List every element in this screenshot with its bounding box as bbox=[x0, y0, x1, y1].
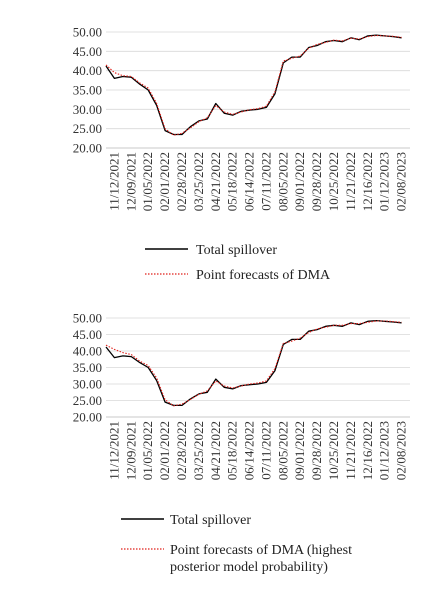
x-tick-label: 12/09/2021 bbox=[123, 421, 138, 480]
x-tick-label: 10/25/2022 bbox=[326, 421, 341, 480]
x-tick-label: 09/28/2022 bbox=[309, 152, 324, 211]
x-tick-label: 03/25/2022 bbox=[191, 152, 206, 211]
x-tick-label: 01/05/2022 bbox=[140, 152, 155, 211]
x-tick-label: 12/16/2022 bbox=[360, 421, 375, 480]
x-tick-label: 02/28/2022 bbox=[174, 421, 189, 480]
x-tick-label: 02/28/2022 bbox=[174, 152, 189, 211]
x-tick-label: 09/01/2022 bbox=[292, 421, 307, 480]
legend-label-dma-hpmp-line2: posterior model probability) bbox=[170, 560, 328, 575]
x-tick-label: 01/12/2023 bbox=[377, 152, 392, 211]
y-tick-label: 25.00 bbox=[73, 121, 102, 136]
legend-top: Total spillover Point forecasts of DMA bbox=[145, 243, 331, 283]
y-tick-label: 25.00 bbox=[73, 393, 102, 408]
x-tick-label: 02/08/2023 bbox=[394, 152, 409, 211]
x-tick-label: 05/18/2022 bbox=[225, 421, 240, 480]
x-tick-label: 06/14/2022 bbox=[242, 152, 257, 211]
y-tick-label: 50.00 bbox=[73, 311, 102, 326]
y-tick-label: 40.00 bbox=[73, 344, 102, 359]
x-tick-label: 10/25/2022 bbox=[326, 152, 341, 211]
x-tick-label: 11/12/2021 bbox=[106, 152, 121, 211]
y-tick-label: 45.00 bbox=[73, 44, 102, 59]
x-tick-label: 04/21/2022 bbox=[208, 152, 223, 211]
y-tick-label: 20.00 bbox=[73, 410, 102, 425]
legend-label-dma-forecast: Point forecasts of DMA bbox=[196, 268, 331, 283]
x-tick-label: 03/25/2022 bbox=[191, 421, 206, 480]
x-tick-label: 12/09/2021 bbox=[123, 152, 138, 211]
x-tick-label: 01/05/2022 bbox=[140, 421, 155, 480]
legend-bottom: Total spillover Point forecasts of DMA (… bbox=[121, 513, 352, 575]
x-tick-label: 05/18/2022 bbox=[225, 152, 240, 211]
x-tick-label: 06/14/2022 bbox=[242, 421, 257, 480]
x-tick-label: 11/21/2022 bbox=[343, 152, 358, 211]
y-tick-label: 35.00 bbox=[73, 360, 102, 375]
chart-top: 50.00 45.00 40.00 35.00 30.00 25.00 20.00 11/12… bbox=[73, 25, 410, 211]
y-tick-label: 35.00 bbox=[73, 83, 102, 98]
legend-label-total-spillover: Total spillover bbox=[170, 513, 251, 528]
legend-label-total-spillover: Total spillover bbox=[196, 243, 277, 258]
x-tick-label: 02/01/2022 bbox=[157, 152, 172, 211]
y-tick-label: 40.00 bbox=[73, 63, 102, 78]
x-tick-label: 04/21/2022 bbox=[208, 421, 223, 480]
x-tick-label: 02/08/2023 bbox=[394, 421, 409, 480]
x-tick-label: 08/05/2022 bbox=[275, 421, 290, 480]
x-tick-label: 07/11/2022 bbox=[258, 152, 273, 211]
legend-label-dma-hpmp-line1: Point forecasts of DMA (highest bbox=[170, 543, 352, 558]
y-tick-label: 50.00 bbox=[73, 25, 102, 40]
y-tick-label: 45.00 bbox=[73, 327, 102, 342]
series-line-dma-forecast bbox=[105, 34, 402, 136]
series-line-dma-forecast bbox=[105, 320, 402, 407]
x-tick-label: 01/12/2023 bbox=[377, 421, 392, 480]
y-tick-label: 20.00 bbox=[73, 141, 102, 156]
series-line-total-spillover bbox=[105, 319, 402, 407]
x-tick-label: 09/01/2022 bbox=[292, 152, 307, 211]
x-tick-label: 07/11/2022 bbox=[258, 421, 273, 480]
x-tick-label: 02/01/2022 bbox=[157, 421, 172, 480]
x-tick-label: 09/28/2022 bbox=[309, 421, 324, 480]
x-tick-label: 12/16/2022 bbox=[360, 152, 375, 211]
y-tick-label: 30.00 bbox=[73, 377, 102, 392]
series-line-total-spillover bbox=[105, 34, 402, 136]
y-tick-label: 30.00 bbox=[73, 102, 102, 117]
x-tick-label: 11/12/2021 bbox=[106, 421, 121, 480]
x-tick-label: 08/05/2022 bbox=[275, 152, 290, 211]
x-tick-label: 11/21/2022 bbox=[343, 421, 358, 480]
